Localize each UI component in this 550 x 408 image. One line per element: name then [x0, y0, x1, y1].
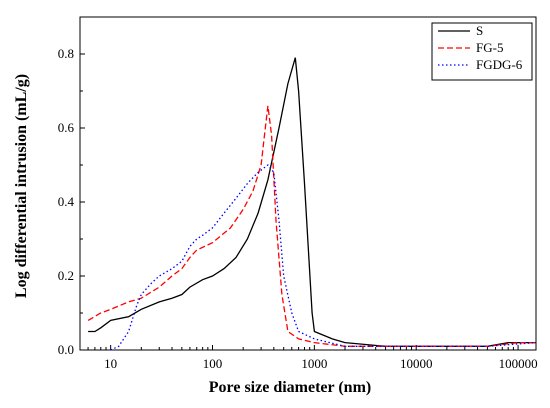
x-tick-label: 10000 — [400, 356, 433, 371]
legend-box — [431, 22, 533, 81]
x-axis-title: Pore size diameter (nm) — [209, 379, 371, 396]
series-line-fg-5 — [87, 105, 536, 347]
x-tick-label: 10 — [104, 356, 117, 371]
series-line-s — [88, 57, 536, 347]
y-tick-label: 0.8 — [58, 46, 74, 61]
x-tick-label: 1000 — [301, 356, 327, 371]
y-tick-label: 0.0 — [58, 342, 74, 357]
x-tick-label: 100 — [203, 356, 223, 371]
series-line-fgdg-6 — [110, 164, 537, 351]
y-tick-label: 0.6 — [58, 120, 75, 135]
y-axis-title: Log differential intrusion (mL/g) — [13, 74, 30, 298]
plot-frame — [79, 16, 537, 351]
legend-label: S — [476, 23, 483, 38]
y-tick-label: 0.4 — [58, 194, 75, 209]
y-tick-label: 0.2 — [58, 268, 74, 283]
legend-label: FG-5 — [476, 40, 503, 55]
legend-label: FGDG-6 — [476, 57, 523, 72]
x-tick-label: 100000 — [499, 356, 538, 371]
